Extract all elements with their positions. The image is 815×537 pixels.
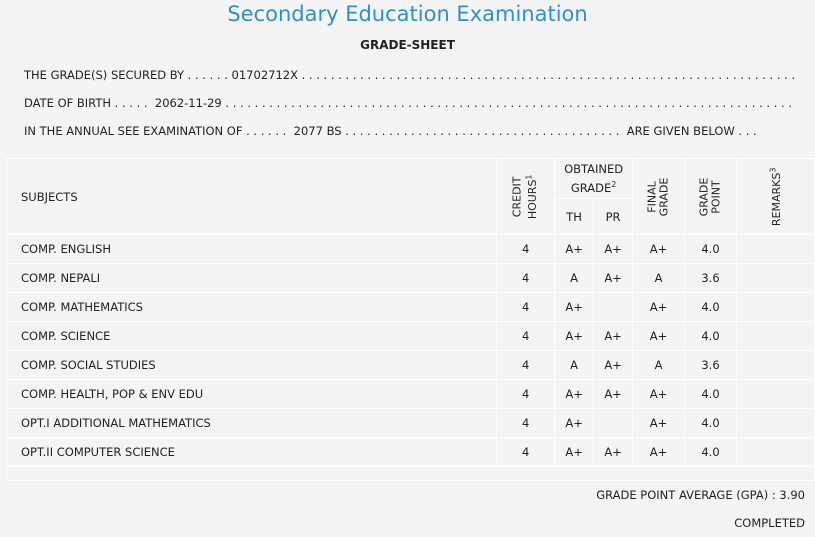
dob-value: 2062-11-29 bbox=[154, 96, 222, 110]
grade-th: A+ bbox=[554, 379, 595, 409]
gpa-value: 3.90 bbox=[779, 488, 805, 502]
grade-table: SUBJECTS CREDIT HOURS1 OBTAINED GRADE2 FIN… bbox=[5, 158, 815, 481]
table-row: COMP. SCIENCE 4 A+ A+ A+ 4.0 bbox=[5, 321, 815, 351]
grade-point: 4.0 bbox=[684, 379, 737, 409]
final-grade: A+ bbox=[632, 437, 686, 467]
subject-name: OPT.I ADDITIONAL MATHEMATICS bbox=[5, 408, 498, 438]
subject-name: COMP. MATHEMATICS bbox=[5, 292, 498, 322]
grade-point: 4.0 bbox=[684, 234, 737, 264]
credit-hours: 4 bbox=[496, 321, 556, 351]
subject-name: COMP. HEALTH, POP & ENV EDU bbox=[5, 379, 498, 409]
pr-header: PR bbox=[593, 198, 634, 235]
credit-hours: 4 bbox=[496, 408, 556, 438]
grade-th: A+ bbox=[554, 321, 595, 351]
subject-name: COMP. ENGLISH bbox=[5, 234, 498, 264]
exam-year: 2077 BS bbox=[293, 124, 342, 138]
dob-line: DATE OF BIRTH . . . . . 2062-11-29 . . .… bbox=[24, 96, 792, 110]
remarks bbox=[736, 263, 815, 293]
credit-hours: 4 bbox=[496, 234, 556, 264]
grade-point: 4.0 bbox=[684, 408, 737, 438]
remarks bbox=[736, 321, 815, 351]
grade-pr bbox=[593, 408, 634, 438]
obtained-grade-header: OBTAINED GRADE2 bbox=[554, 158, 634, 199]
subject-name: COMP. SOCIAL STUDIES bbox=[5, 350, 498, 380]
remarks bbox=[736, 408, 815, 438]
table-row: COMP. ENGLISH 4 A+ A+ A+ 4.0 bbox=[5, 234, 815, 264]
table-spacer bbox=[6, 466, 815, 481]
grade-pr: A+ bbox=[593, 263, 634, 293]
th-header: TH bbox=[554, 198, 595, 235]
grade-point: 4.0 bbox=[684, 437, 737, 467]
grade-point-header: GRADE POINT bbox=[684, 158, 737, 235]
credit-hours: 4 bbox=[496, 379, 556, 409]
grade-point: 4.0 bbox=[684, 321, 737, 351]
subject-name: COMP. SCIENCE bbox=[5, 321, 498, 351]
grade-th: A+ bbox=[554, 408, 595, 438]
completion-status: COMPLETED bbox=[734, 516, 805, 530]
table-row: OPT.II COMPUTER SCIENCE 4 A+ A+ A+ 4.0 bbox=[5, 437, 815, 467]
secured-by-line: THE GRADE(S) SECURED BY . . . . . . 0170… bbox=[24, 68, 796, 82]
final-grade: A+ bbox=[632, 408, 686, 438]
subject-name: COMP. NEPALI bbox=[5, 263, 498, 293]
grade-pr: A+ bbox=[593, 321, 634, 351]
final-grade: A+ bbox=[632, 292, 686, 322]
exam-label: IN THE ANNUAL SEE EXAMINATION OF bbox=[24, 124, 243, 138]
grade-th: A+ bbox=[554, 437, 595, 467]
credit-hours: 4 bbox=[496, 263, 556, 293]
gpa-line: GRADE POINT AVERAGE (GPA) : 3.90 bbox=[596, 488, 805, 502]
grade-pr: A+ bbox=[593, 350, 634, 380]
grade-point: 3.6 bbox=[684, 263, 737, 293]
final-grade-header: FINAL GRADE bbox=[632, 158, 686, 235]
table-row: COMP. MATHEMATICS 4 A+ A+ 4.0 bbox=[5, 292, 815, 322]
credit-hours: 4 bbox=[496, 350, 556, 380]
grade-th: A bbox=[554, 263, 595, 293]
remarks bbox=[736, 234, 815, 264]
grade-point: 3.6 bbox=[684, 350, 737, 380]
remarks bbox=[736, 292, 815, 322]
given-below-label: ARE GIVEN BELOW bbox=[626, 124, 735, 138]
grade-th: A bbox=[554, 350, 595, 380]
secured-by-label: THE GRADE(S) SECURED BY bbox=[24, 68, 185, 82]
final-grade: A+ bbox=[632, 379, 686, 409]
symbol-number: 01702712X bbox=[231, 68, 298, 82]
remarks bbox=[736, 437, 815, 467]
dob-label: DATE OF BIRTH bbox=[24, 96, 112, 110]
grade-point: 4.0 bbox=[684, 292, 737, 322]
remarks-header: REMARKS3 bbox=[736, 158, 815, 235]
grade-th: A+ bbox=[554, 292, 595, 322]
grade-pr bbox=[593, 292, 634, 322]
table-row: COMP. NEPALI 4 A A+ A 3.6 bbox=[5, 263, 815, 293]
exam-line: IN THE ANNUAL SEE EXAMINATION OF . . . .… bbox=[24, 124, 757, 138]
subject-name: OPT.II COMPUTER SCIENCE bbox=[5, 437, 498, 467]
credit-hours: 4 bbox=[496, 437, 556, 467]
grade-pr: A+ bbox=[593, 234, 634, 264]
final-grade: A bbox=[632, 350, 686, 380]
grade-pr: A+ bbox=[593, 379, 634, 409]
remarks bbox=[736, 379, 815, 409]
final-grade: A+ bbox=[632, 321, 686, 351]
gpa-label: GRADE POINT AVERAGE (GPA) : bbox=[596, 488, 776, 502]
table-row: OPT.I ADDITIONAL MATHEMATICS 4 A+ A+ 4.0 bbox=[5, 408, 815, 438]
final-grade: A+ bbox=[632, 234, 686, 264]
page-title: Secondary Education Examination bbox=[227, 2, 588, 26]
grade-sheet-heading: GRADE-SHEET bbox=[360, 38, 455, 52]
final-grade: A bbox=[632, 263, 686, 293]
credit-hours-header: CREDIT HOURS1 bbox=[496, 158, 556, 235]
table-row: COMP. HEALTH, POP & ENV EDU 4 A+ A+ A+ 4… bbox=[5, 379, 815, 409]
credit-hours: 4 bbox=[496, 292, 556, 322]
grade-th: A+ bbox=[554, 234, 595, 264]
remarks bbox=[736, 350, 815, 380]
table-row: COMP. SOCIAL STUDIES 4 A A+ A 3.6 bbox=[5, 350, 815, 380]
subjects-header: SUBJECTS bbox=[5, 158, 498, 235]
grade-pr: A+ bbox=[593, 437, 634, 467]
